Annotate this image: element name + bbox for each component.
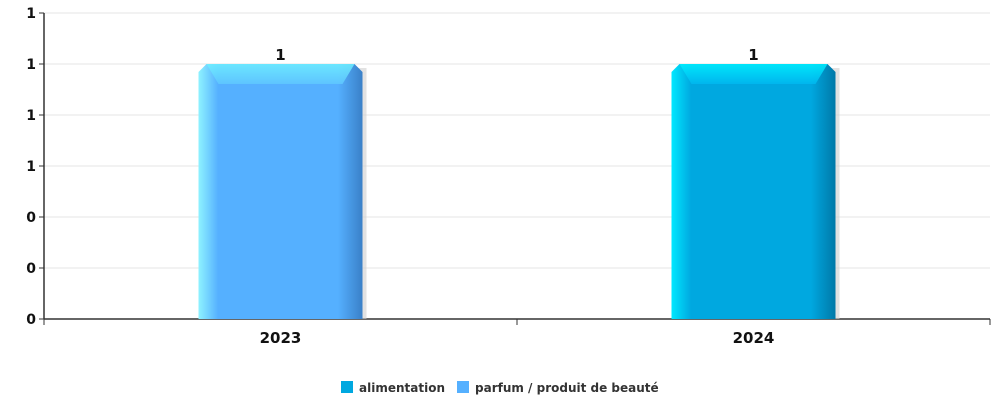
- bars: [198, 64, 840, 319]
- legend[interactable]: alimentation parfum / produit de beauté: [341, 381, 659, 395]
- legend-label: parfum / produit de beauté: [475, 381, 659, 395]
- y-tick-label: 0: [26, 261, 36, 277]
- y-tick-label: 1: [26, 57, 36, 73]
- y-tick-label: 1: [26, 159, 36, 175]
- axes: 0 0 0 1 1 1 1: [26, 6, 991, 328]
- data-label: 1: [275, 46, 285, 64]
- y-tick-label: 1: [26, 6, 36, 22]
- gridlines: [44, 12, 990, 269]
- bar-bevel: [679, 64, 828, 84]
- labels: 2023 2024 1 1: [260, 46, 775, 347]
- y-tick-label: 0: [26, 312, 36, 328]
- bar-bevel: [206, 64, 355, 84]
- data-label: 1: [748, 46, 758, 64]
- bar-body: [671, 64, 836, 319]
- y-tick-label: 0: [26, 210, 36, 226]
- legend-item[interactable]: parfum / produit de beauté: [457, 381, 659, 395]
- legend-swatch: [457, 381, 469, 393]
- y-tick-label: 1: [26, 108, 36, 124]
- legend-item[interactable]: alimentation: [341, 381, 445, 395]
- x-tick-label: 2023: [260, 329, 302, 347]
- legend-label: alimentation: [359, 381, 445, 395]
- bar[interactable]: [198, 64, 367, 319]
- x-tick-label: 2024: [733, 329, 775, 347]
- bar-body: [198, 64, 363, 319]
- legend-swatch: [341, 381, 353, 393]
- bar[interactable]: [671, 64, 840, 319]
